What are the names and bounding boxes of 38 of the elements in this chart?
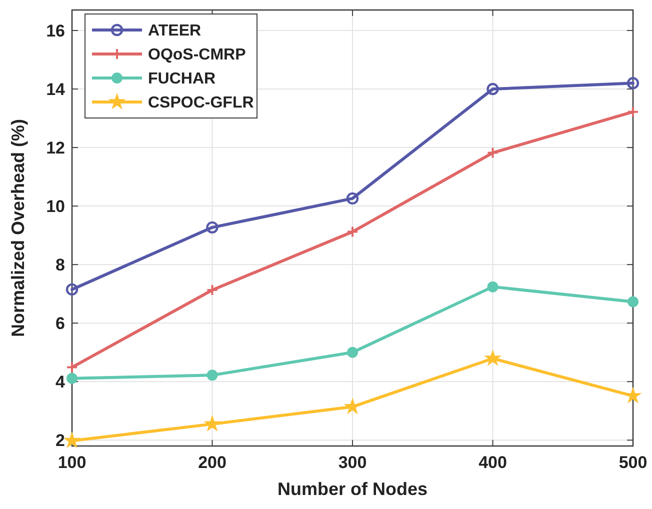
point <box>484 350 501 366</box>
point <box>346 192 359 205</box>
point <box>486 146 499 159</box>
y-tick-label: 12 <box>46 138 65 158</box>
point <box>204 416 220 431</box>
y-tick-label: 2 <box>56 431 65 450</box>
point <box>66 283 78 296</box>
point <box>344 398 360 414</box>
x-tick-label: 200 <box>198 453 226 472</box>
legend-label: OQoS-CMRP <box>148 46 246 64</box>
legend-label: ATEER <box>148 22 202 40</box>
x-tick-label: 500 <box>618 453 648 472</box>
x-tick-label: 100 <box>58 453 86 472</box>
x-tick-label: 400 <box>478 453 507 472</box>
x-tick-label: 300 <box>338 453 367 472</box>
point <box>346 226 358 238</box>
point <box>64 432 80 448</box>
point <box>66 372 78 384</box>
y-tick-label: 10 <box>46 197 65 216</box>
point <box>627 106 639 118</box>
y-tick-label: 4 <box>56 372 66 392</box>
point <box>486 82 499 96</box>
legend-label: FUCHAR <box>148 70 216 88</box>
y-tick-label: 6 <box>56 314 65 334</box>
y-axis-title: Normalized Overhead (%) <box>8 118 28 338</box>
point <box>487 281 498 292</box>
point <box>206 284 218 296</box>
point <box>66 361 78 374</box>
point <box>626 77 640 90</box>
point <box>206 370 218 381</box>
point <box>347 346 358 358</box>
x-axis-title: Number of Nodes <box>277 479 428 499</box>
y-tick-label: 16 <box>46 21 65 40</box>
y-tick-label: 8 <box>56 256 65 275</box>
point <box>628 296 638 308</box>
point <box>206 221 218 234</box>
legend-label: CSPOC-GFLR <box>148 94 254 112</box>
y-tick-label: 14 <box>46 80 66 99</box>
